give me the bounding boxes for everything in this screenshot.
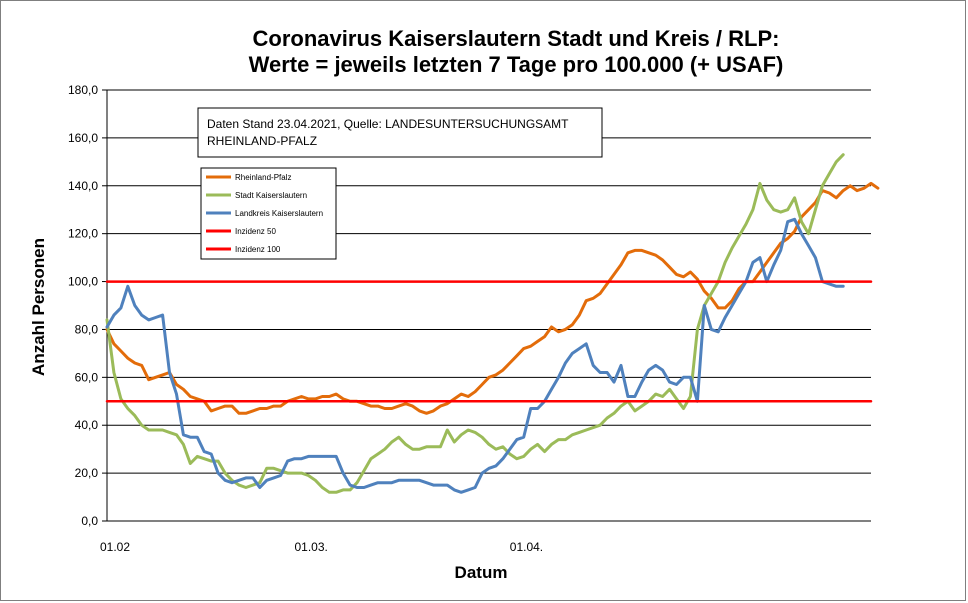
y-tick-label: 60,0 <box>75 370 99 384</box>
legend: Rheinland-Pfalz Stadt Kaiserslautern Landk… <box>200 167 337 260</box>
legend-label: Rheinland-Pfalz <box>235 173 291 182</box>
legend-label: Inzidenz 100 <box>235 245 281 254</box>
x-tick-label: 01.03. <box>294 540 327 554</box>
y-tick-label: 0,0 <box>81 514 98 528</box>
y-tick-label: 140,0 <box>68 179 98 193</box>
tick-layer: 0,0 20,0 40,0 60,0 80,0 100,0 120,0 140,0 160,0 1… <box>68 83 543 554</box>
y-tick-label: 180,0 <box>68 83 98 97</box>
x-axis-label: Datum <box>455 563 508 582</box>
legend-label: Inzidenz 50 <box>235 227 276 236</box>
legend-label: Landkreis Kaiserslautern <box>235 209 323 218</box>
chart-title-line1: Coronavirus Kaiserslautern Stadt und Kre… <box>253 26 780 51</box>
series-layer <box>105 153 880 494</box>
x-tick-label: 01.04. <box>510 540 543 554</box>
y-tick-label: 100,0 <box>68 275 98 289</box>
source-note: Daten Stand 23.04.2021, Quelle: LANDESUN… <box>197 107 603 158</box>
source-note-line2: RHEINLAND-PFALZ <box>207 134 317 148</box>
series-line-landkreis-kaiserslautern <box>105 217 845 494</box>
chart-title-line2: Werte = jeweils letzten 7 Tage pro 100.0… <box>249 52 784 77</box>
y-tick-label: 40,0 <box>75 418 99 432</box>
source-note-box <box>197 107 603 158</box>
series-line-stadt-kaiserslautern <box>105 153 845 494</box>
y-axis-label: Anzahl Personen <box>29 238 48 376</box>
legend-label: Stadt Kaiserslautern <box>235 191 307 200</box>
y-tick-label: 120,0 <box>68 227 98 241</box>
y-tick-label: 160,0 <box>68 131 98 145</box>
y-tick-label: 20,0 <box>75 466 99 480</box>
source-note-line1: Daten Stand 23.04.2021, Quelle: LANDESUN… <box>207 117 569 131</box>
y-tick-label: 80,0 <box>75 322 99 336</box>
x-tick-label: 01.02 <box>100 540 130 554</box>
